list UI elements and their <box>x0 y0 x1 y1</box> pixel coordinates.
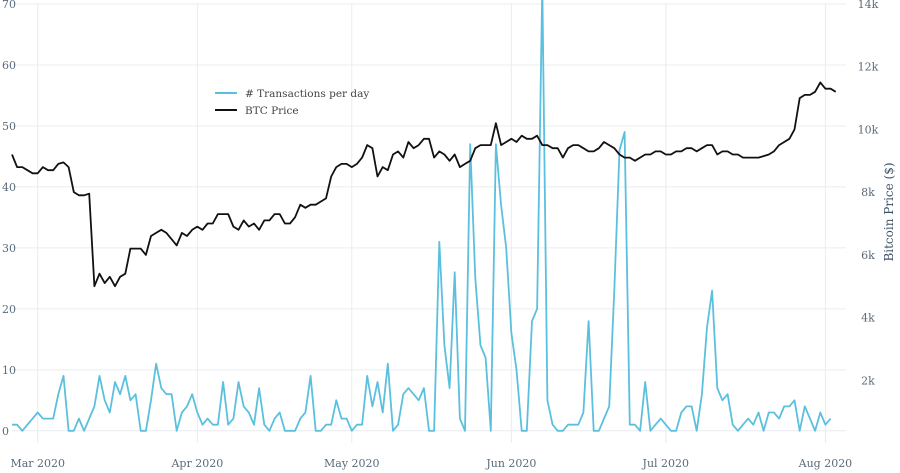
legend-label: BTC Price <box>245 105 299 117</box>
y-left-tick-label: 20 <box>2 303 16 316</box>
y-right-tick-label: 14k <box>858 0 879 11</box>
y-left-tick-label: 40 <box>2 181 16 194</box>
y-right-tick-label: 12k <box>858 61 879 74</box>
y-right-tick-label: 6k <box>861 249 875 262</box>
y-left-tick-label: 50 <box>2 120 16 133</box>
y-left-tick-label: 60 <box>2 59 16 72</box>
x-tick-label: Jun 2020 <box>485 457 536 470</box>
gridlines <box>12 3 846 443</box>
legend: # Transactions per day BTC Price <box>215 88 369 117</box>
x-tick-label: May 2020 <box>324 457 380 470</box>
x-tick-label: Mar 2020 <box>10 457 65 470</box>
y-right-tick-label: 4k <box>861 312 875 325</box>
y-right-tick-label: 10k <box>858 123 879 136</box>
x-tick-label: Aug 2020 <box>798 457 853 470</box>
x-tick-label: Jul 2020 <box>642 457 690 470</box>
y-right-tick-label: 8k <box>861 186 875 199</box>
series-line-transactions <box>12 0 832 432</box>
y-right-tick-label: 2k <box>861 374 875 387</box>
y-left-tick-label: 30 <box>2 242 16 255</box>
series-layer <box>11 0 837 432</box>
legend-label: # Transactions per day <box>245 88 369 100</box>
y-left-tick-label: 70 <box>2 0 16 11</box>
y-left-tick-label: 10 <box>2 364 16 377</box>
series-line-btc-price <box>11 81 837 288</box>
x-tick-label: Apr 2020 <box>170 457 223 470</box>
y-left-tick-label: 0 <box>2 425 9 438</box>
y-right-axis-title: Bitcoin Price ($) <box>882 162 896 261</box>
